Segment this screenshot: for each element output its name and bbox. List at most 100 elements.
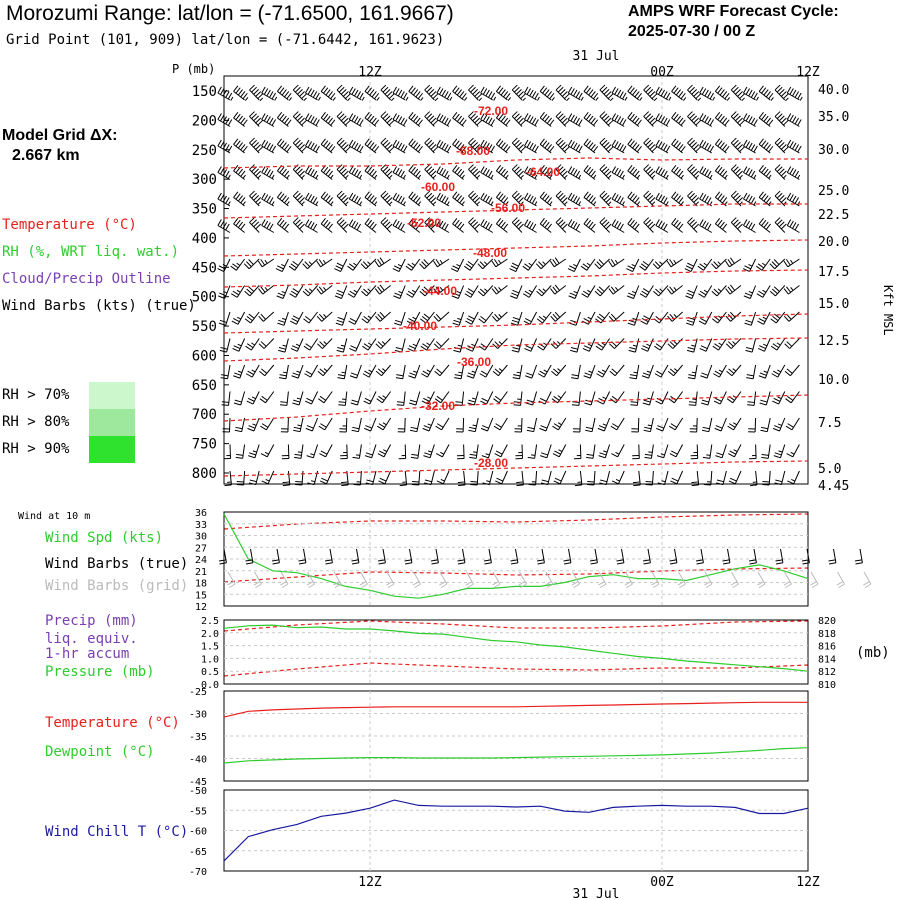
- wind-barb: [698, 285, 713, 298]
- barb-half-feather: [382, 395, 387, 399]
- barb-feather: [359, 119, 364, 126]
- barb-feather: [673, 219, 679, 227]
- wind-barb: [627, 311, 640, 326]
- wind-barb: [595, 338, 611, 351]
- barb-half-feather: [624, 96, 628, 101]
- barb-feather: [263, 141, 269, 148]
- barb-feather: [233, 345, 241, 350]
- barb-half-feather: [413, 370, 418, 373]
- barb-feather: [293, 429, 301, 433]
- barb-feather: [325, 142, 331, 149]
- wind-barb: [305, 417, 319, 432]
- wind-barb: [611, 86, 628, 101]
- barb-feather: [611, 480, 619, 485]
- barb-feather: [340, 221, 347, 228]
- wind-tick-label: 24: [195, 555, 207, 566]
- barb-staff: [616, 417, 625, 431]
- barb-feather: [406, 320, 414, 325]
- wind-barb: [608, 285, 625, 295]
- barb-feather: [220, 346, 228, 350]
- barb-staff: [241, 417, 246, 432]
- barb-feather: [377, 559, 385, 562]
- pressure-axis-title: P (mb): [172, 62, 215, 76]
- barb-feather: [377, 368, 384, 374]
- wind-barb: [319, 444, 333, 458]
- barb-half-feather: [303, 97, 307, 102]
- temperature-contour: [223, 337, 809, 362]
- wind-barb: [436, 219, 450, 233]
- pressure-tick-label: 400: [192, 231, 217, 247]
- barb-feather: [709, 119, 715, 126]
- barb-feather: [583, 317, 591, 323]
- barb-staff: [787, 172, 800, 180]
- barb-feather: [220, 141, 225, 148]
- barb-feather: [423, 286, 430, 292]
- barb-feather: [266, 116, 271, 123]
- barb-staff: [343, 364, 348, 379]
- wind-barb: [436, 86, 453, 101]
- barb-feather: [386, 223, 393, 230]
- barb-feather: [327, 170, 333, 177]
- barb-staff: [787, 145, 800, 154]
- barb-staff: [734, 470, 742, 484]
- barb-feather: [786, 395, 794, 401]
- barb-staff: [402, 364, 406, 379]
- wind-barb-grid: [518, 571, 527, 589]
- barb-feather: [761, 166, 767, 174]
- barb-feather: [444, 117, 449, 125]
- temperature-contour-label: -28.00: [474, 456, 508, 470]
- barb-staff: [261, 258, 275, 268]
- barb-feather: [575, 197, 581, 204]
- barb-half-feather: [558, 449, 563, 453]
- barb-staff: [733, 417, 742, 431]
- barb-feather: [456, 221, 462, 228]
- barb-feather: [811, 583, 819, 589]
- barb-feather: [685, 295, 693, 299]
- wind-barb: [725, 284, 742, 295]
- barb-feather: [493, 398, 500, 404]
- windchill-tick-label: -55: [189, 806, 207, 817]
- barb-feather: [409, 402, 417, 406]
- barb-staff: [594, 548, 598, 563]
- barb-half-feather: [601, 342, 606, 346]
- wind-barb: [392, 86, 409, 101]
- barb-feather: [542, 166, 548, 174]
- barb-feather: [564, 93, 570, 99]
- wind-barb: [217, 192, 231, 207]
- barb-feather: [714, 218, 721, 225]
- barb-feather: [575, 170, 581, 178]
- barb-half-feather: [615, 478, 620, 482]
- barb-feather: [271, 145, 277, 153]
- bottom-time-tick-label: 12Z: [796, 875, 820, 890]
- barb-staff: [787, 119, 800, 127]
- barb-feather: [327, 197, 333, 204]
- wind-barb: [522, 258, 538, 271]
- barb-feather: [284, 91, 290, 98]
- barb-staff: [750, 311, 757, 326]
- wind-barb: [643, 417, 654, 433]
- barb-staff: [645, 285, 654, 298]
- wind-barb: [452, 191, 465, 207]
- wind-barb: [691, 470, 700, 487]
- barb-feather: [266, 89, 271, 97]
- barb-half-feather: [614, 259, 618, 264]
- wind-barb: [535, 258, 552, 270]
- wind-barb: [318, 417, 333, 431]
- barb-staff: [787, 92, 800, 101]
- barb-feather: [610, 259, 616, 266]
- wind-barb: [289, 285, 304, 298]
- barb-feather: [726, 370, 733, 377]
- barb-feather: [783, 288, 789, 295]
- wind-barb: [290, 338, 304, 352]
- barb-feather: [643, 399, 651, 403]
- barb-half-feather: [622, 174, 625, 179]
- barb-staff: [229, 470, 232, 485]
- barb-feather: [518, 91, 524, 97]
- barb-half-feather: [631, 263, 636, 267]
- barb-feather: [436, 192, 441, 200]
- barb-feather: [719, 89, 725, 96]
- grid-point-label: Grid Point (101, 909) lat/lon = (-71.644…: [6, 32, 445, 48]
- barb-staff: [249, 285, 260, 297]
- barb-feather: [722, 117, 728, 124]
- wind-barb: [481, 444, 494, 459]
